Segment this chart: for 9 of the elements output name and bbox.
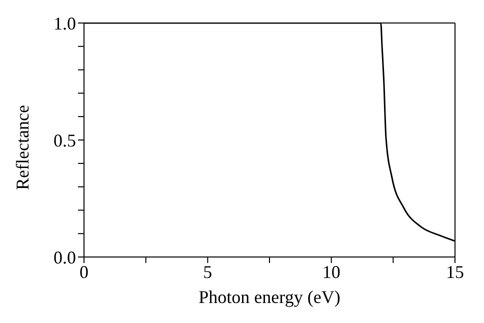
y-tick-label: 0.0 xyxy=(54,247,76,268)
x-tick-label: 15 xyxy=(446,262,464,282)
y-tick-label: 1.0 xyxy=(54,13,76,34)
x-tick-label: 5 xyxy=(203,262,212,282)
y-tick-label: 0.5 xyxy=(54,130,76,150)
y-axis-title: Reflectance xyxy=(12,105,32,190)
x-tick-label: 0 xyxy=(80,262,88,282)
x-axis-title: Photon energy (eV) xyxy=(198,287,340,307)
x-tick-label: 10 xyxy=(322,262,340,282)
